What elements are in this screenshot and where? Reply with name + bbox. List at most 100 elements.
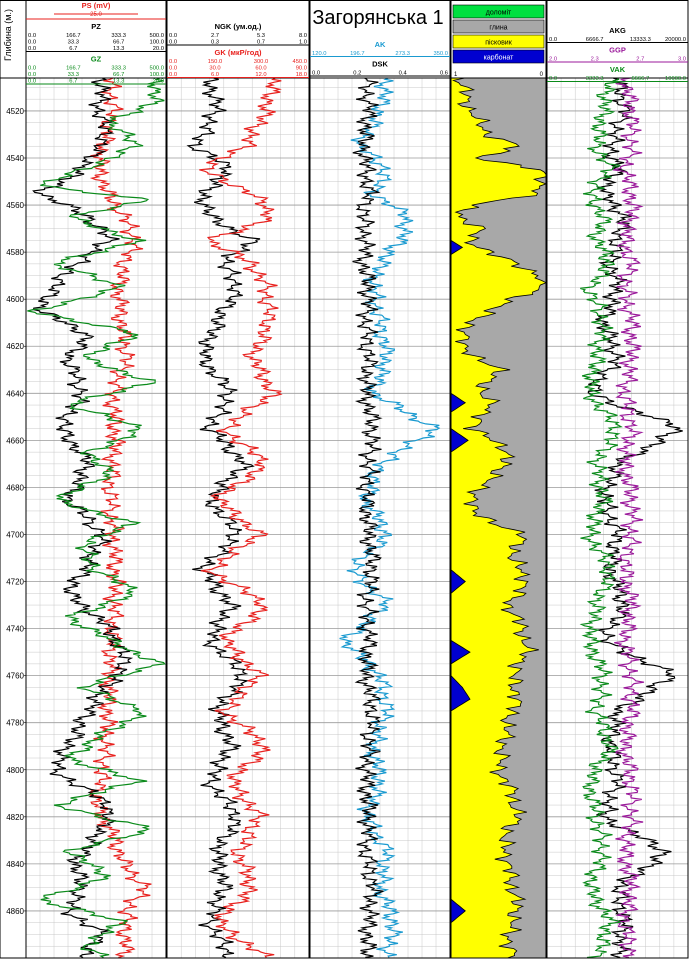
depth-tick-label: 4740 bbox=[6, 625, 24, 634]
scale-tick-label: 120.0 bbox=[312, 51, 327, 57]
curve-name-label: NGK (ум.од.) bbox=[215, 22, 262, 31]
scale-tick-label: 13333.3 bbox=[630, 37, 651, 43]
scale-tick-label: 13.3 bbox=[113, 79, 124, 85]
curve-name-label: GZ bbox=[91, 55, 102, 64]
scale-tick-label: 8.0 bbox=[299, 33, 307, 39]
scale-tick-label: 30.0 bbox=[209, 66, 220, 72]
depth-tick-label: 4580 bbox=[6, 248, 24, 257]
lithology-legend-swatch bbox=[452, 19, 545, 34]
depth-grid bbox=[26, 78, 688, 959]
curve-dsk bbox=[352, 77, 384, 959]
depth-tick-label: 4700 bbox=[6, 530, 24, 539]
scale-tick-label: 0.0 bbox=[169, 72, 177, 78]
curve-ggp bbox=[612, 77, 645, 959]
lithology-legend-label: глина bbox=[489, 25, 507, 32]
scale-tick-label: 166.7 bbox=[66, 66, 81, 72]
scale-tick-label: 2.0 bbox=[549, 57, 557, 63]
scale-tick-label: 0.0 bbox=[169, 59, 177, 65]
depth-tick-label: 4540 bbox=[6, 154, 24, 163]
depth-tick-label: 4840 bbox=[6, 860, 24, 869]
scale-tick-label: 60.0 bbox=[255, 66, 266, 72]
scale-tick-label: 0.0 bbox=[169, 66, 177, 72]
scale-tick-label: 20.0 bbox=[153, 46, 164, 52]
scale-tick-label: 3.0 bbox=[678, 57, 686, 63]
scale-tick-label: 0.6 bbox=[440, 71, 448, 77]
curve-name-label: GGP bbox=[609, 46, 626, 55]
scale-tick-label: 0.3 bbox=[211, 40, 219, 46]
depth-tick-label: 4560 bbox=[6, 201, 24, 210]
curve-name-label: DSK bbox=[372, 60, 388, 69]
scale-tick-label: 150.0 bbox=[208, 59, 223, 65]
track-frame-track1 bbox=[25, 0, 167, 959]
log-curves bbox=[27, 77, 683, 959]
curve-name-label: PZ bbox=[91, 22, 101, 31]
scale-tick-label: 450.0 bbox=[292, 59, 307, 65]
depth-tick-label: 4760 bbox=[6, 672, 24, 681]
scale-tick-label: 333.3 bbox=[111, 33, 126, 39]
curve-name-label: PS (mV) bbox=[82, 1, 111, 10]
scale-tick-label: 6.7 bbox=[69, 79, 77, 85]
scale-tick-label: 196.7 bbox=[350, 51, 365, 57]
scale-tick-label: 12.0 bbox=[255, 72, 266, 78]
lithology-scale-tick: 1 bbox=[454, 72, 458, 78]
lithology-scale-tick: 0 bbox=[540, 72, 544, 78]
scale-tick-label: 100.0 bbox=[149, 40, 164, 46]
scale-tick-label: 0.0 bbox=[28, 72, 36, 78]
curve-name-label: GK (мкР/год) bbox=[215, 48, 262, 57]
scale-tick-label: 13.3 bbox=[113, 46, 124, 52]
scale-tick-label: 20.0 bbox=[153, 79, 164, 85]
track-frame-lithology bbox=[450, 0, 547, 959]
depth-tick-label: 4720 bbox=[6, 578, 24, 587]
scale-tick-label: 2.7 bbox=[636, 57, 644, 63]
curve-gk bbox=[199, 77, 283, 958]
scale-tick-label: 6.0 bbox=[211, 72, 219, 78]
scale-tick-label: 6666.7 bbox=[631, 76, 649, 82]
scale-tick-label: 0.0 bbox=[28, 46, 36, 52]
scale-tick-label: 10000.0 bbox=[665, 76, 686, 82]
scale-tick-label: 66.7 bbox=[113, 72, 124, 78]
scale-tick-label: 0.0 bbox=[549, 76, 557, 82]
scale-tick-label: 1.0 bbox=[299, 40, 307, 46]
scale-tick-label: 0.2 bbox=[353, 71, 361, 77]
scale-tick-label: 66.7 bbox=[113, 40, 124, 46]
curve-ngk bbox=[186, 77, 261, 959]
depth-tick-label: 4660 bbox=[6, 436, 24, 445]
scale-tick-label: 0.0 bbox=[549, 37, 557, 43]
track-frame-track5 bbox=[546, 0, 689, 959]
scale-tick-label: 0.0 bbox=[169, 33, 177, 39]
scale-tick-label: 6.7 bbox=[69, 46, 77, 52]
scale-tick-label: 500.0 bbox=[149, 66, 164, 72]
scale-tick-label: 0.0 bbox=[28, 66, 36, 72]
scale-tick-label: 0.0 bbox=[169, 40, 177, 46]
depth-tick-label: 4520 bbox=[6, 107, 24, 116]
curve-gz bbox=[27, 77, 166, 959]
depth-tick-label: 4620 bbox=[6, 342, 24, 351]
scale-tick-label: 33.3 bbox=[68, 72, 79, 78]
scale-tick-label: 350.0 bbox=[433, 51, 448, 57]
lithology-legend-swatch bbox=[452, 34, 545, 49]
scale-tick-label: 18.0 bbox=[296, 72, 307, 78]
lithology-legend-label: доломіт bbox=[486, 9, 512, 17]
lithology-fill-sandstone bbox=[450, 77, 548, 959]
scale-tick-label: 20000.0 bbox=[665, 37, 686, 43]
scale-tick-label: 333.3 bbox=[111, 66, 126, 72]
lithology-legend-swatch bbox=[452, 49, 545, 64]
lithology-legend-swatch bbox=[452, 4, 545, 19]
scale-tick-label: 0.7 bbox=[257, 40, 265, 46]
scale-tick-label: 2.7 bbox=[211, 33, 219, 39]
scale-tick-label: 0.0 bbox=[28, 79, 36, 85]
scale-tick-label: 500.0 bbox=[149, 33, 164, 39]
depth-axis-label: Глибина (м.) bbox=[3, 9, 13, 61]
scale-tick-label: 0.4 bbox=[399, 71, 408, 77]
curve-scale-note: 25.0 bbox=[90, 12, 102, 18]
lithology-legend-label: карбонат bbox=[484, 54, 515, 62]
depth-tick-label: 4600 bbox=[6, 295, 24, 304]
depth-tick-label: 4780 bbox=[6, 719, 24, 728]
track-frame-track3 bbox=[309, 0, 451, 959]
lithology-legend-label: пісковик bbox=[485, 39, 513, 47]
scale-tick-label: 2.3 bbox=[591, 57, 599, 63]
curve-name-label: AK bbox=[375, 40, 386, 49]
scale-tick-label: 3333.3 bbox=[586, 76, 604, 82]
scale-tick-label: 0.0 bbox=[312, 71, 320, 77]
scale-tick-label: 300.0 bbox=[254, 59, 269, 65]
